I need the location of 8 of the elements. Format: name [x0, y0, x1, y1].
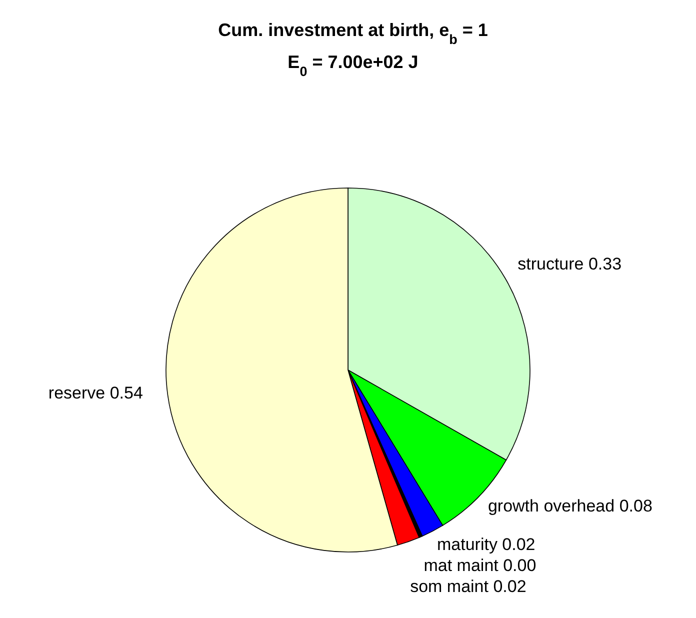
- slice-label: mat maint 0.00: [424, 556, 536, 575]
- slice-label: maturity 0.02: [437, 534, 536, 554]
- slice-label: growth overhead 0.08: [488, 496, 652, 516]
- chart-title: Cum. investment at birth, e$_{b}$ = 1: [218, 20, 488, 46]
- slice-label: structure 0.33: [518, 254, 622, 274]
- slice-label: reserve 0.54: [48, 384, 143, 403]
- chart-subtitle: E$_{0}$ = 7.00e+02 J: [288, 52, 418, 78]
- slice-label: som maint 0.02: [410, 576, 526, 596]
